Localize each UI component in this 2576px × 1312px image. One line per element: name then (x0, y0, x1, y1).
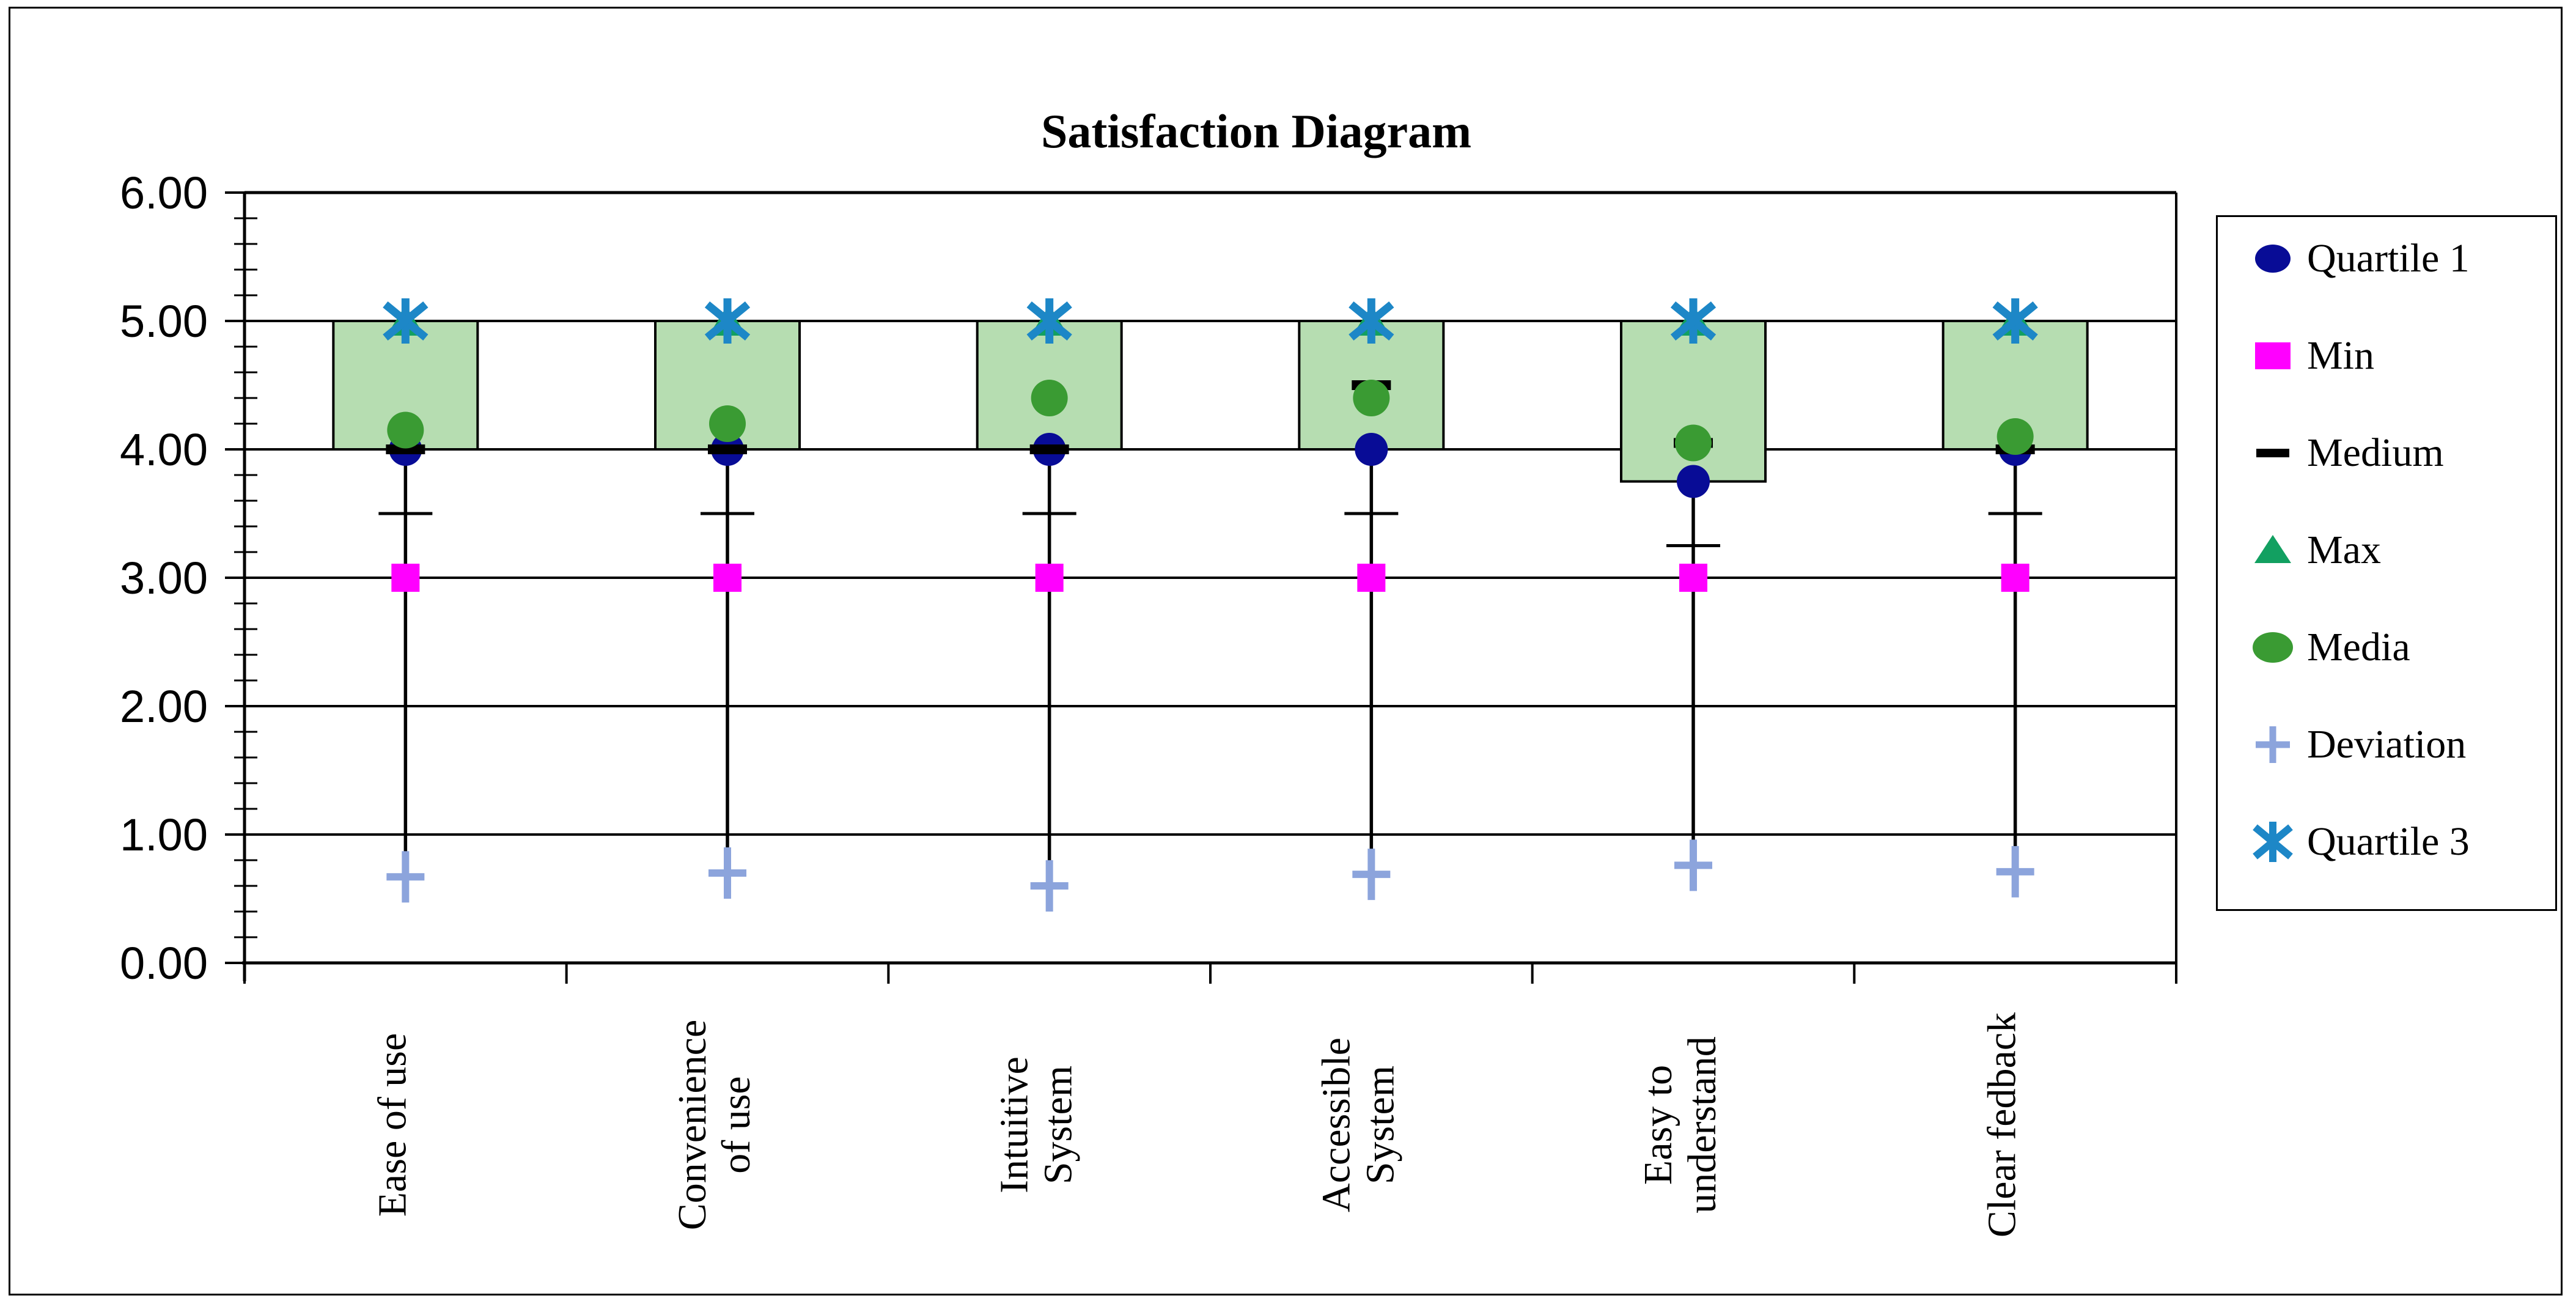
quartile1-marker (1677, 465, 1710, 498)
min-marker (1357, 564, 1386, 592)
legend-item: Media (2218, 618, 2555, 677)
legend-item-label: Quartile 1 (2307, 236, 2470, 281)
x-axis-category-label: System (1358, 1066, 1402, 1184)
legend-item: Quartile 1 (2218, 229, 2555, 288)
quartile3-marker (704, 301, 751, 341)
x-axis-category-label: Ease of use (370, 1033, 414, 1217)
legend-item: Medium (2218, 424, 2555, 482)
legend-item-label: Medium (2307, 430, 2444, 475)
legend-item: Max (2218, 521, 2555, 580)
blue-asterisk-icon (2243, 813, 2302, 871)
y-axis-tick-label: 0.00 (120, 938, 208, 989)
medium-marker (386, 444, 425, 454)
legend-item-label: Max (2307, 528, 2381, 572)
x-axis-category-label: Accessible (1314, 1037, 1358, 1212)
media-marker (1675, 424, 1712, 462)
legend-item-label: Media (2307, 625, 2410, 669)
chart-title: Satisfaction Diagram (1040, 105, 1472, 158)
legend-item-label: Deviation (2307, 722, 2467, 767)
y-axis-tick-label: 3.00 (120, 553, 208, 603)
x-axis-category-label: Convenience (670, 1020, 715, 1231)
quartile1-marker (1355, 433, 1388, 466)
y-axis-tick-label: 5.00 (120, 296, 208, 347)
quartile3-marker (1026, 301, 1072, 341)
min-marker (1035, 564, 1064, 592)
chart-outer-border (9, 7, 2563, 1295)
legend-item: Quartile 3 (2218, 813, 2555, 871)
media-marker (709, 405, 746, 442)
media-marker (387, 411, 424, 449)
y-axis-tick-label: 1.00 (120, 809, 208, 860)
green-triangle-icon (2243, 521, 2302, 580)
legend-item-label: Min (2307, 333, 2375, 378)
quartile3-marker (1670, 301, 1717, 341)
media-marker (1031, 380, 1068, 416)
quartile3-marker (1349, 301, 1394, 341)
x-axis-category-label: System (1036, 1066, 1081, 1184)
navy-circle-icon (2243, 229, 2302, 288)
x-axis-category-label: Easy to (1636, 1065, 1680, 1185)
min-marker (1679, 564, 1707, 592)
x-axis-category-label: Clear fedback (1980, 1012, 2025, 1237)
min-marker (391, 564, 420, 592)
media-marker (1996, 418, 2034, 455)
y-axis-tick-label: 2.00 (120, 681, 208, 732)
x-axis-category-label: Intuitive (992, 1056, 1037, 1193)
media-marker (1353, 380, 1390, 416)
quartile3-marker (1992, 301, 2038, 341)
quartile3-marker (383, 301, 429, 341)
x-axis-category-label: understand (1680, 1036, 1724, 1214)
legend: Quartile 1 Min Medium Max Media Deviation Quar… (2216, 215, 2557, 911)
y-axis-tick-label: 6.00 (120, 168, 208, 218)
magenta-square-icon (2243, 326, 2302, 385)
legend-item-label: Quartile 3 (2307, 819, 2470, 864)
green-circle-icon (2243, 618, 2302, 677)
y-axis-tick-label: 4.00 (120, 424, 208, 475)
legend-item: Min (2218, 326, 2555, 385)
black-dash-icon (2243, 424, 2302, 482)
legend-item: Deviation (2218, 715, 2555, 774)
medium-marker (708, 444, 747, 454)
medium-marker (1029, 444, 1069, 454)
x-axis-category-label: of use (714, 1076, 759, 1173)
min-marker (713, 564, 742, 592)
min-marker (2001, 564, 2030, 592)
periwinkle-plus-icon (2243, 715, 2302, 774)
